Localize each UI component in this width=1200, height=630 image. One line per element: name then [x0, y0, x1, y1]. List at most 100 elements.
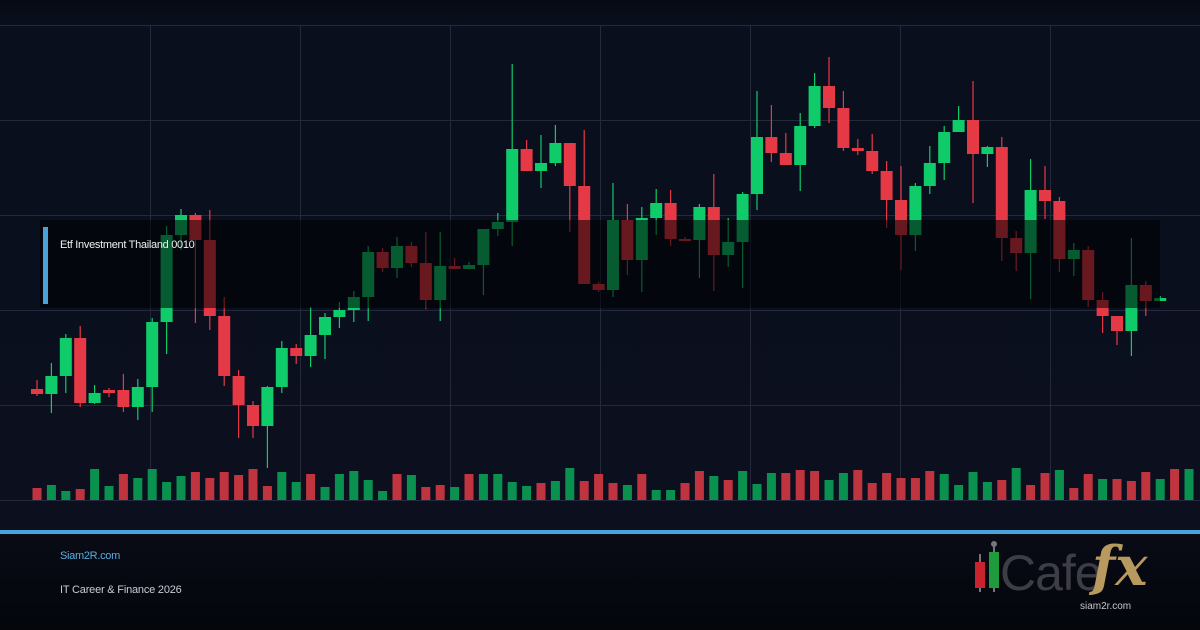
- candle-down: [765, 105, 778, 162]
- volume-bar: [795, 470, 805, 500]
- volume-bar: [1126, 481, 1136, 500]
- volume-bar: [594, 474, 604, 500]
- volume-bar: [435, 485, 445, 500]
- candle-up: [808, 73, 821, 128]
- candle-down: [967, 81, 979, 203]
- candle-up: [88, 385, 101, 404]
- logo-domain: siam2r.com: [1080, 601, 1132, 612]
- volume-bar: [464, 474, 474, 500]
- volume-bar: [666, 490, 676, 500]
- volume-bar: [450, 487, 460, 500]
- volume-bar: [147, 469, 157, 500]
- candle-up: [131, 379, 144, 420]
- volume-bar: [478, 474, 488, 500]
- volume-bar: [320, 487, 330, 500]
- volume-bar: [421, 487, 431, 500]
- volume-bar: [1040, 473, 1050, 500]
- candle-down: [74, 326, 87, 407]
- volume-bar: [363, 480, 373, 500]
- volume-bar: [997, 480, 1007, 500]
- volume-bar: [694, 471, 704, 500]
- candle-down: [117, 374, 130, 412]
- volume-bar: [277, 472, 287, 500]
- volume-bar: [867, 483, 877, 500]
- volume-bar: [162, 482, 172, 500]
- volume-bar: [982, 482, 992, 500]
- candle-up: [275, 341, 288, 393]
- volume-bar: [1083, 474, 1093, 500]
- candle-down: [880, 161, 893, 228]
- candle-down: [31, 380, 43, 396]
- candle-down: [837, 91, 850, 151]
- volume-bar: [205, 478, 215, 500]
- candle-down: [823, 57, 835, 123]
- volume-bar: [493, 474, 503, 500]
- candle-up: [59, 334, 72, 393]
- volume-bar: [954, 485, 964, 500]
- volume-bar: [104, 486, 114, 500]
- volume-bar: [90, 469, 100, 500]
- volume-bar: [306, 474, 316, 500]
- title-overlay: [40, 220, 1160, 308]
- volume-bar: [579, 481, 589, 500]
- volume-bar: [61, 491, 71, 500]
- volume-bar: [507, 482, 517, 500]
- volume-bar: [248, 469, 258, 500]
- volume-bar: [1141, 472, 1151, 500]
- candle-up: [751, 91, 763, 210]
- volume-bar: [1170, 469, 1180, 500]
- volume-bar: [810, 471, 820, 500]
- site-label: Siam2R.com: [60, 550, 120, 562]
- volume-bar: [766, 473, 776, 500]
- volume-bar: [925, 471, 935, 500]
- candle-up: [549, 125, 562, 166]
- candle-up: [146, 318, 159, 412]
- volume-bar: [651, 490, 661, 500]
- volume-bar: [723, 480, 733, 500]
- logo-wordmark: Cafe: [1000, 545, 1103, 601]
- volume-bar: [824, 480, 834, 500]
- candle-up: [535, 135, 547, 188]
- volume-bar: [1069, 488, 1079, 500]
- candle-down: [563, 143, 576, 232]
- volume-bar: [882, 473, 892, 500]
- volume-bar: [781, 473, 791, 500]
- candle-up: [938, 126, 951, 180]
- candle-up: [952, 106, 965, 132]
- volume-bar: [1098, 479, 1108, 500]
- candle-down: [1039, 166, 1051, 219]
- candle-up: [261, 386, 274, 468]
- candle-up: [506, 64, 519, 246]
- volume-bar: [234, 475, 244, 500]
- candle-up: [45, 363, 58, 413]
- candle-down: [247, 401, 259, 438]
- volume-bar: [1184, 469, 1194, 500]
- volume-bar: [219, 472, 229, 500]
- volume-bar: [334, 474, 344, 500]
- volume-bar: [46, 485, 56, 500]
- volume-bar: [709, 476, 719, 500]
- volume-bar: [608, 483, 618, 500]
- volume-bar: [392, 474, 402, 500]
- candle-down: [218, 297, 231, 386]
- volume-bar: [349, 471, 359, 500]
- candle-down: [779, 133, 792, 165]
- logo-fx: fx: [1092, 534, 1148, 598]
- candle-down: [520, 140, 533, 171]
- volume-bar: [133, 478, 143, 500]
- candle-down: [232, 370, 245, 438]
- candle-down: [851, 139, 864, 155]
- volume-bar: [738, 471, 748, 500]
- volume-bar: [406, 475, 416, 500]
- volume-bar: [1112, 479, 1122, 500]
- volume-bar: [522, 486, 532, 500]
- candle-down: [866, 134, 879, 174]
- volume-bar: [637, 474, 647, 500]
- volume-bar: [680, 483, 690, 500]
- volume-bar: [262, 486, 272, 500]
- candle-up: [319, 313, 331, 359]
- candle-down: [103, 388, 115, 397]
- candle-up: [1154, 296, 1167, 301]
- volume-bar: [536, 483, 546, 500]
- volume-bars: [32, 468, 1194, 500]
